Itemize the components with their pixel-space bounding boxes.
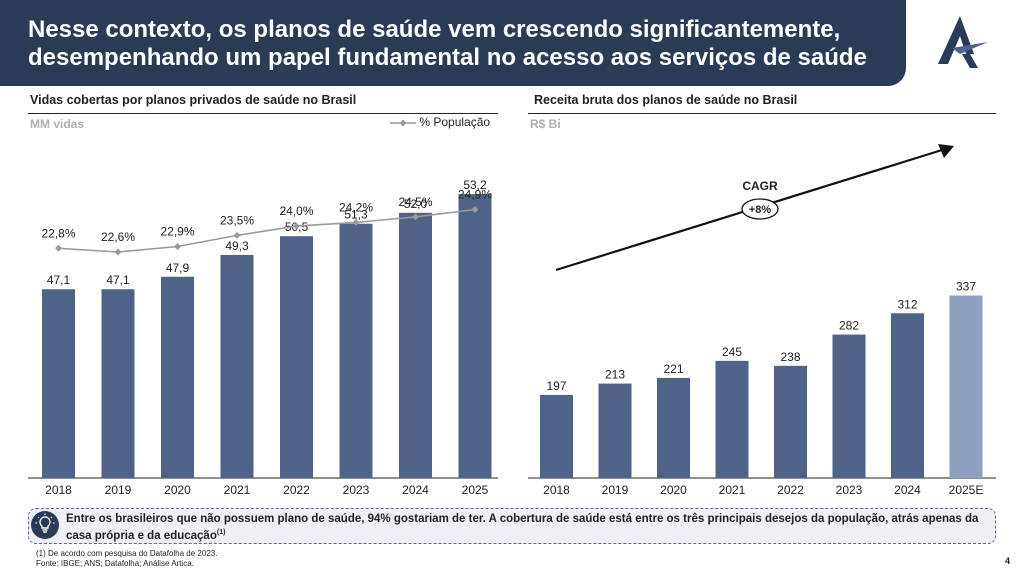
x-tick-label: 2018 bbox=[45, 483, 72, 497]
x-tick-label: 2024 bbox=[894, 483, 921, 497]
bar-value-label: 53,2 bbox=[463, 178, 487, 192]
header-banner: Nesse contexto, os planos de saúde vem c… bbox=[0, 0, 906, 86]
line-point bbox=[114, 248, 122, 256]
bar-2021 bbox=[715, 360, 749, 478]
x-tick-label: 2025E bbox=[949, 483, 984, 497]
insight-footnote-ref: (1) bbox=[216, 529, 226, 536]
bar-2020 bbox=[657, 377, 690, 478]
bar-value-label: 282 bbox=[839, 319, 859, 333]
line-value-label: 24,5% bbox=[398, 195, 432, 209]
bar-value-label: 337 bbox=[956, 280, 976, 294]
x-tick-label: 2022 bbox=[283, 483, 310, 497]
right-chart-title: Receita bruta dos planos de saúde no Bra… bbox=[534, 93, 798, 107]
page-number: 4 bbox=[1004, 556, 1010, 566]
x-tick-label: 2021 bbox=[224, 483, 251, 497]
line-value-label: 24,0% bbox=[279, 204, 313, 218]
source-note: Fonte: IBGE; ANS; Datafolha; Análise Art… bbox=[36, 559, 194, 568]
left-chart-unit: MM vidas bbox=[30, 117, 85, 131]
line-point bbox=[412, 213, 419, 221]
x-tick-label: 2021 bbox=[719, 483, 746, 497]
bar-value-label: 238 bbox=[780, 350, 800, 364]
bar-value-label: 51,3 bbox=[344, 208, 368, 222]
left-title-rule bbox=[28, 113, 498, 114]
bar-value-label: 52,0 bbox=[404, 197, 428, 211]
lightbulb-icon bbox=[31, 511, 59, 539]
bar-value-label: 47,1 bbox=[47, 273, 71, 287]
line-value-label: 23,5% bbox=[220, 213, 254, 227]
footnote: (1) De acordo com pesquisa do Datafolha … bbox=[36, 549, 218, 558]
legend-label: % População bbox=[419, 115, 491, 129]
cagr-ellipse bbox=[741, 198, 779, 220]
bar-2024 bbox=[891, 313, 924, 478]
bar-value-label: 47,1 bbox=[106, 273, 130, 287]
bar-value-label: 312 bbox=[897, 297, 917, 311]
line-point bbox=[471, 205, 479, 213]
x-tick-label: 2020 bbox=[164, 483, 191, 497]
x-tick-label: 2024 bbox=[402, 483, 429, 497]
bar-2020 bbox=[161, 276, 194, 478]
bar-2025 bbox=[458, 194, 492, 478]
company-logo bbox=[938, 16, 988, 68]
bar-2022 bbox=[774, 365, 807, 478]
line-point bbox=[233, 231, 241, 239]
bar-value-label: 213 bbox=[605, 368, 625, 382]
bar-value-label: 221 bbox=[663, 362, 683, 376]
x-tick-label: 2022 bbox=[777, 483, 804, 497]
bar-2022 bbox=[280, 236, 313, 478]
legend-line-icon bbox=[390, 119, 416, 127]
insight-text: Entre os brasileiros que não possuem pla… bbox=[66, 512, 986, 543]
x-tick-label: 2018 bbox=[543, 483, 570, 497]
cagr-value: +8% bbox=[749, 204, 772, 216]
bar-value-label: 49,3 bbox=[225, 239, 249, 253]
bar-2023 bbox=[339, 223, 373, 478]
bar-value-label: 245 bbox=[722, 345, 742, 359]
left-chart-title: Vidas cobertas por planos privados de sa… bbox=[30, 93, 357, 107]
insight-body: Entre os brasileiros que não possuem pla… bbox=[66, 513, 979, 542]
line-point bbox=[55, 244, 62, 252]
x-tick-label: 2020 bbox=[660, 483, 687, 497]
page-title: Nesse contexto, os planos de saúde vem c… bbox=[28, 16, 867, 71]
bar-2018 bbox=[540, 394, 573, 478]
bar-2023 bbox=[832, 334, 866, 478]
line-value-label: 22,6% bbox=[101, 230, 135, 244]
x-tick-label: 2025 bbox=[462, 483, 489, 497]
bar-2019 bbox=[101, 289, 135, 478]
line-value-label: 22,8% bbox=[41, 226, 75, 240]
x-tick-label: 2023 bbox=[836, 483, 863, 497]
bar-2019 bbox=[598, 383, 632, 478]
line-value-label: 24,9% bbox=[458, 187, 492, 201]
bar-2024 bbox=[399, 212, 432, 479]
right-title-rule bbox=[528, 113, 996, 114]
line-value-label: 22,9% bbox=[160, 224, 194, 238]
x-tick-label: 2023 bbox=[343, 483, 370, 497]
right-bar-chart: 197 2018 213 2019 221 2020 245 2021 238 2022 282 20… bbox=[528, 144, 996, 497]
line-value-label: 24,2% bbox=[339, 200, 373, 214]
bar-2025E bbox=[949, 295, 983, 478]
cagr-label: CAGR bbox=[742, 179, 778, 193]
line-point bbox=[352, 218, 360, 226]
cagr-arrowhead bbox=[938, 144, 954, 158]
x-tick-label: 2019 bbox=[105, 483, 132, 497]
line-point bbox=[174, 242, 181, 250]
bar-value-label: 47,9 bbox=[166, 261, 190, 275]
insight-box bbox=[28, 508, 996, 544]
bar-2021 bbox=[220, 254, 254, 478]
bar-value-label: 197 bbox=[546, 379, 566, 393]
population-share-line bbox=[58, 208, 476, 253]
line-point bbox=[293, 222, 300, 230]
right-chart-unit: R$ Bi bbox=[530, 117, 561, 131]
left-chart-legend: % População bbox=[390, 115, 490, 129]
x-tick-label: 2019 bbox=[602, 483, 629, 497]
bar-2018 bbox=[42, 289, 75, 478]
left-bar-chart: 47,1201847,1201947,9202049,3202150,52022… bbox=[28, 178, 498, 497]
